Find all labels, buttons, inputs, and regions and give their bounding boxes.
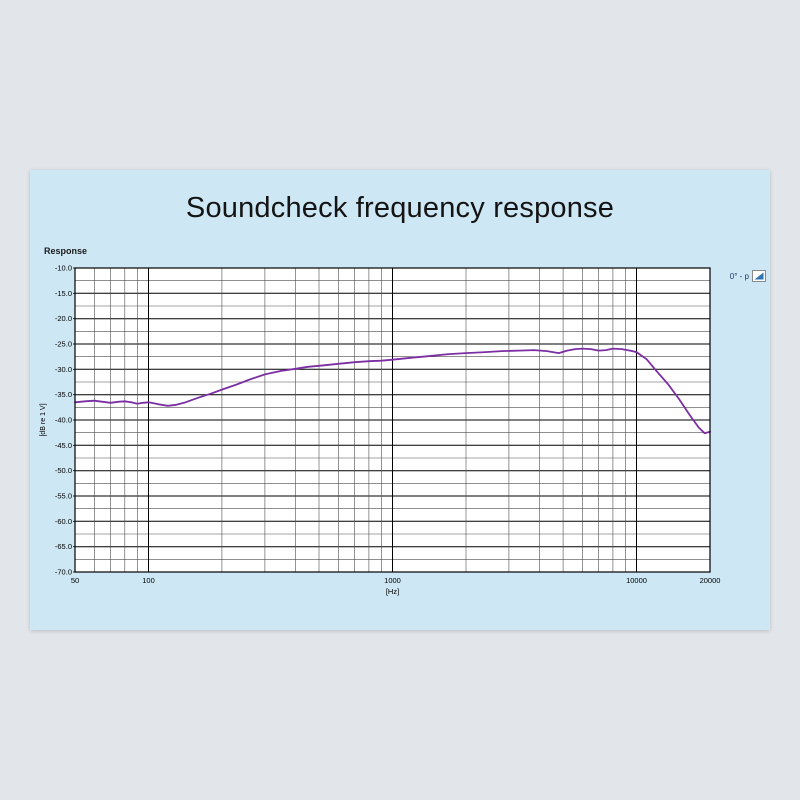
svg-text:-15.0: -15.0 — [55, 289, 72, 298]
legend-series-label: 0° - p — [729, 271, 749, 281]
svg-text:50: 50 — [71, 576, 79, 585]
svg-text:[dB re 1 V]: [dB re 1 V] — [40, 403, 47, 436]
triangle-icon[interactable] — [752, 270, 766, 282]
svg-text:-45.0: -45.0 — [55, 441, 72, 450]
frequency-response-plot: -10.0 -15.0 -20.0 -25.0 -30.0 -35.0 -40.0 -45.0… — [40, 264, 721, 597]
chart-response-label: Response — [44, 246, 88, 256]
svg-text:-25.0: -25.0 — [55, 340, 72, 349]
page-title: Soundcheck frequency response — [185, 192, 615, 224]
svg-text:-70.0: -70.0 — [55, 568, 72, 577]
chart-legend: 0° - p — [730, 270, 766, 282]
svg-text:-40.0: -40.0 — [55, 416, 72, 425]
svg-text:-20.0: -20.0 — [55, 314, 72, 323]
svg-text:100: 100 — [142, 576, 155, 585]
svg-text:[Hz]: [Hz] — [386, 587, 399, 596]
svg-text:-30.0: -30.0 — [55, 365, 72, 374]
svg-text:-65.0: -65.0 — [55, 542, 72, 551]
svg-text:-60.0: -60.0 — [55, 517, 72, 526]
chart-area: -10.0 -15.0 -20.0 -25.0 -30.0 -35.0 -40.0 -45.0… — [30, 260, 770, 610]
svg-text:20000: 20000 — [700, 576, 721, 585]
svg-text:10000: 10000 — [626, 576, 647, 585]
soundcheck-panel: Soundcheck frequency response Response -… — [30, 170, 770, 630]
svg-text:-55.0: -55.0 — [55, 492, 72, 501]
svg-text:-35.0: -35.0 — [55, 390, 72, 399]
svg-text:1000: 1000 — [384, 576, 401, 585]
svg-text:-10.0: -10.0 — [55, 264, 72, 273]
svg-text:-50.0: -50.0 — [55, 466, 72, 475]
